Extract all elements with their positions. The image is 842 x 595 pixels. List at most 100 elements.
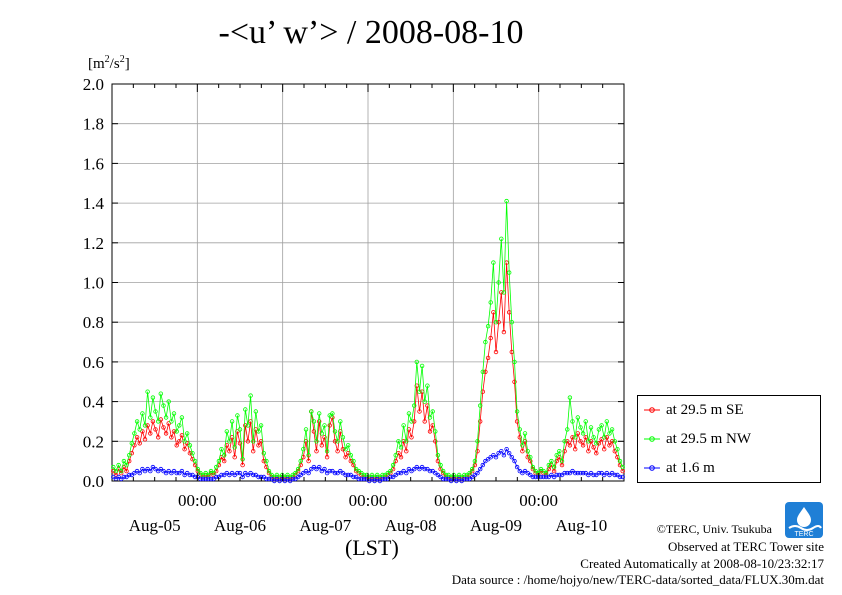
data-point-s1 bbox=[261, 451, 266, 456]
x-tick-label-date: Aug-05 bbox=[129, 516, 181, 535]
data-point-s1 bbox=[517, 427, 522, 432]
data-point-s0 bbox=[245, 439, 251, 444]
data-point-s1 bbox=[250, 439, 256, 444]
data-point-s0 bbox=[472, 462, 478, 468]
data-point-s2 bbox=[359, 476, 364, 482]
data-point-s2 bbox=[213, 474, 219, 480]
data-point-s1 bbox=[401, 423, 406, 428]
data-point-s2 bbox=[504, 447, 509, 452]
data-point-s2 bbox=[443, 476, 449, 482]
data-point-s1 bbox=[570, 419, 575, 424]
legend-marker-nw bbox=[644, 436, 660, 442]
data-point-s1 bbox=[211, 470, 216, 476]
data-point-s2 bbox=[404, 470, 409, 476]
data-point-s0 bbox=[588, 439, 594, 444]
data-point-s1 bbox=[129, 441, 134, 446]
data-point-s1 bbox=[549, 458, 554, 464]
data-point-s2 bbox=[206, 476, 211, 482]
data-point-s0 bbox=[192, 462, 198, 468]
data-point-s0 bbox=[409, 435, 414, 440]
data-point-s0 bbox=[559, 462, 565, 468]
data-point-s1 bbox=[324, 449, 330, 454]
data-point-s1 bbox=[472, 458, 478, 464]
data-point-s2 bbox=[533, 474, 538, 480]
data-point-s1 bbox=[388, 468, 393, 474]
data-point-s1 bbox=[430, 409, 435, 414]
data-point-s1 bbox=[602, 435, 607, 440]
data-point-s1 bbox=[295, 466, 301, 472]
data-point-s0 bbox=[142, 437, 148, 442]
data-point-s1 bbox=[298, 458, 303, 464]
data-point-s0 bbox=[496, 320, 501, 325]
x-tick-label-date: Aug-10 bbox=[555, 516, 607, 535]
data-point-s2 bbox=[617, 474, 623, 480]
credit-copyright: ©TERC, Univ. Tsukuba bbox=[656, 522, 772, 536]
data-point-s1 bbox=[314, 439, 319, 444]
data-point-s2 bbox=[198, 476, 203, 482]
chart-title: -<u’ w’> / 2008-08-10 bbox=[218, 14, 524, 51]
data-point-s2 bbox=[596, 470, 602, 476]
data-point-s1 bbox=[390, 462, 396, 468]
data-point-s1 bbox=[599, 423, 604, 428]
data-point-s0 bbox=[124, 468, 129, 474]
data-point-s1 bbox=[155, 419, 161, 424]
data-point-s1 bbox=[507, 270, 512, 275]
data-point-s0 bbox=[134, 435, 140, 440]
data-point-s1 bbox=[565, 427, 570, 432]
data-point-s0 bbox=[150, 419, 156, 424]
y-tick-label: 1.4 bbox=[83, 194, 105, 213]
x-tick-label-time: 00:00 bbox=[178, 491, 217, 510]
data-point-s0 bbox=[343, 455, 348, 460]
legend-marker-1-6m bbox=[644, 465, 660, 471]
chart-legend: at 29.5 m SE at 29.5 m NW at 1.6 m bbox=[637, 395, 821, 483]
data-point-s2 bbox=[343, 472, 348, 478]
data-point-s1 bbox=[177, 423, 182, 428]
data-point-s2 bbox=[509, 455, 514, 460]
x-tick-label-time: 00:00 bbox=[349, 491, 388, 510]
data-point-s0 bbox=[609, 439, 615, 444]
data-point-s1 bbox=[496, 280, 501, 285]
credit-source: Data source : /home/hojyo/new/TERC-data/… bbox=[451, 572, 824, 587]
data-point-s1 bbox=[303, 427, 309, 432]
data-point-s0 bbox=[163, 431, 169, 436]
data-point-s0 bbox=[243, 423, 248, 428]
data-point-s0 bbox=[169, 435, 174, 440]
data-point-s0 bbox=[227, 449, 232, 454]
data-point-s0 bbox=[171, 429, 177, 434]
data-point-s2 bbox=[422, 466, 427, 472]
data-point-s0 bbox=[483, 369, 488, 374]
data-point-s1 bbox=[422, 399, 427, 404]
data-point-s0 bbox=[256, 443, 261, 448]
data-point-s2 bbox=[290, 476, 295, 482]
data-point-s1 bbox=[525, 449, 530, 454]
data-point-s0 bbox=[596, 441, 602, 446]
data-point-s2 bbox=[317, 464, 322, 470]
data-point-s1 bbox=[346, 443, 351, 448]
data-point-s1 bbox=[216, 458, 222, 464]
data-point-s0 bbox=[153, 427, 158, 432]
data-point-s1 bbox=[227, 439, 232, 444]
data-point-s0 bbox=[586, 449, 591, 454]
data-point-s2 bbox=[562, 470, 567, 476]
data-point-s1 bbox=[554, 453, 559, 458]
data-point-s1 bbox=[417, 389, 422, 394]
data-point-s1 bbox=[491, 260, 496, 265]
legend-item-nw: at 29.5 m NW bbox=[644, 429, 751, 449]
data-point-s1 bbox=[319, 431, 324, 436]
data-point-s1 bbox=[520, 443, 525, 448]
data-point-s2 bbox=[327, 468, 332, 474]
data-point-s2 bbox=[356, 476, 361, 482]
data-point-s1 bbox=[348, 453, 353, 458]
data-point-s2 bbox=[543, 474, 549, 480]
data-point-s0 bbox=[546, 466, 551, 472]
data-point-s2 bbox=[235, 470, 240, 476]
y-tick-label: 1.6 bbox=[83, 154, 104, 173]
y-tick-label: 1.8 bbox=[83, 115, 104, 134]
data-point-s1 bbox=[404, 439, 409, 444]
data-point-s1 bbox=[488, 300, 493, 305]
data-point-s2 bbox=[174, 470, 179, 476]
data-point-s1 bbox=[438, 462, 443, 468]
data-point-s2 bbox=[612, 472, 617, 478]
data-point-s0 bbox=[311, 429, 317, 434]
